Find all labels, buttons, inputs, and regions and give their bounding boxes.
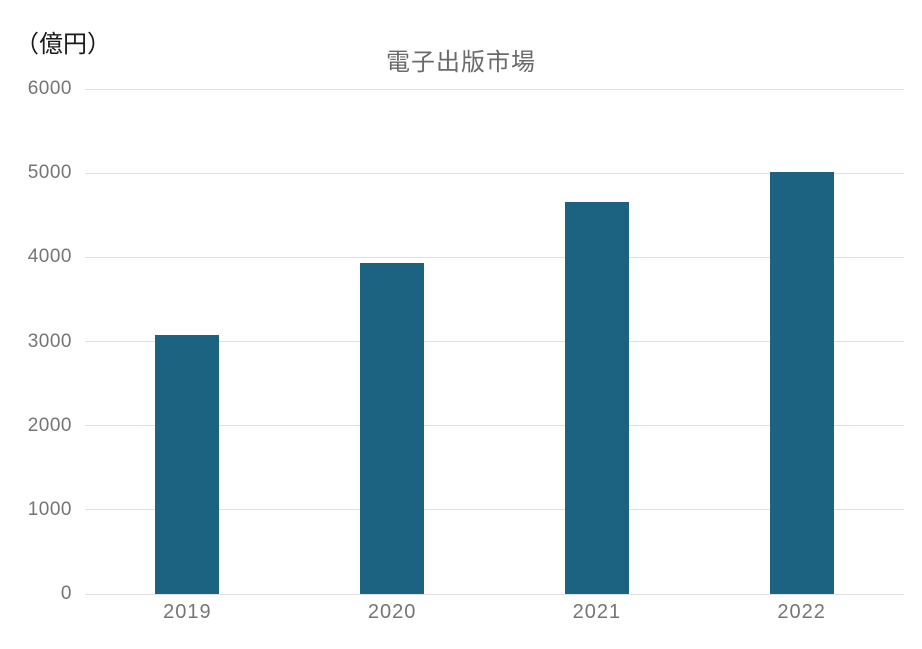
x-tick-label: 2021	[572, 601, 622, 623]
plot-area	[85, 88, 904, 595]
x-tick-label: 2019	[163, 601, 212, 623]
gridline-2000	[85, 425, 904, 427]
gridline-0	[85, 593, 904, 595]
y-tick-label: 1000	[27, 498, 72, 520]
y-axis-unit-label: （億円）	[15, 31, 111, 58]
bar-2019	[155, 335, 220, 594]
x-axis-tick-labels: 2019 2020 2021 2022	[85, 601, 904, 627]
bar-2021	[564, 201, 629, 594]
gridline-6000	[85, 88, 904, 90]
bar-2022	[769, 172, 834, 594]
gridline-5000	[85, 172, 904, 174]
bar-2020	[360, 263, 425, 594]
chart-title: 電子出版市場	[386, 49, 536, 76]
y-tick-label: 6000	[27, 78, 72, 99]
y-tick-label: 4000	[27, 246, 72, 268]
x-tick-label: 2020	[367, 601, 417, 623]
x-tick-label: 2022	[777, 601, 826, 623]
y-tick-label: 0	[60, 583, 72, 604]
y-tick-label: 2000	[27, 414, 72, 436]
y-tick-label: 3000	[27, 330, 72, 352]
y-tick-label: 5000	[27, 162, 72, 184]
gridline-4000	[85, 256, 904, 258]
gridline-1000	[85, 509, 904, 511]
gridline-3000	[85, 341, 904, 342]
